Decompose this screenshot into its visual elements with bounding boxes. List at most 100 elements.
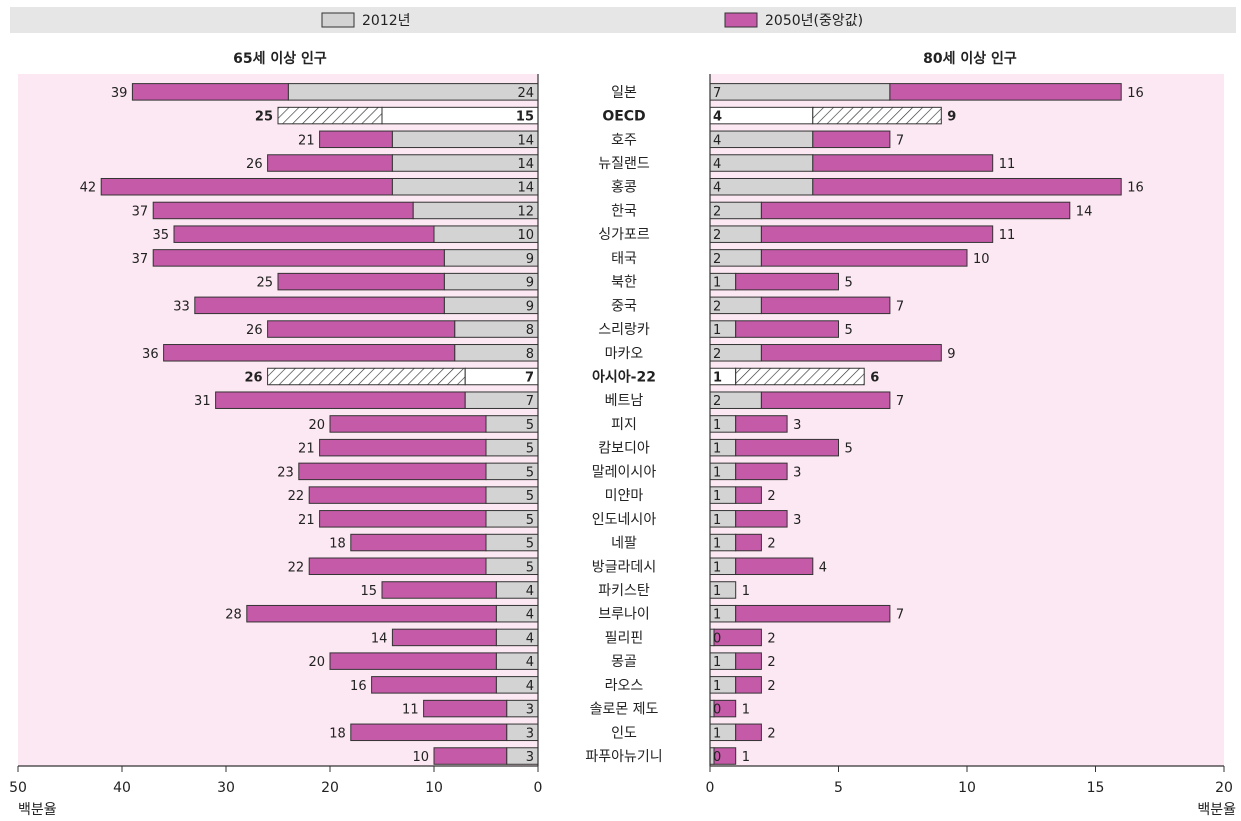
category-label: 말레이시아 — [592, 464, 657, 480]
bar-65-2050 — [319, 130, 393, 149]
left-x-tick-label: 0 — [534, 780, 543, 796]
label-80-2050: 11 — [999, 228, 1016, 243]
label-65-2050: 14 — [371, 631, 388, 646]
legend-label-2012: 2012년 — [362, 13, 411, 29]
label-80-2012: 4 — [713, 181, 721, 196]
label-65-2012: 14 — [517, 157, 534, 172]
label-80-2012: 2 — [713, 394, 721, 409]
bar-65-2050 — [173, 225, 435, 243]
bar-80-2050 — [812, 130, 891, 149]
category-label: 일본 — [611, 85, 637, 101]
label-65-2012: 7 — [526, 394, 534, 409]
label-65-2012: 14 — [517, 181, 534, 196]
bar-65-2050 — [246, 604, 497, 623]
label-80-2050: 7 — [896, 394, 904, 409]
bar-80-2012 — [709, 154, 814, 172]
legend-label-2050: 2050년(중앙값) — [765, 13, 863, 29]
label-80-2012: 4 — [713, 157, 721, 172]
label-65-2012: 5 — [526, 418, 534, 433]
label-65-2050: 16 — [350, 679, 367, 694]
category-label: 미얀마 — [605, 488, 644, 504]
label-80-2050: 6 — [870, 371, 879, 386]
label-80-2050: 7 — [896, 133, 904, 148]
category-label: 베트남 — [605, 393, 644, 409]
label-80-2012: 1 — [713, 608, 721, 623]
bar-80-2050 — [735, 604, 891, 623]
label-80-2012: 1 — [713, 655, 721, 670]
label-65-2012: 5 — [526, 537, 534, 552]
label-80-2050: 11 — [999, 157, 1016, 172]
right-x-tick-label: 10 — [958, 780, 976, 796]
bar-65-2050 — [423, 699, 508, 718]
bar-80-2050 — [735, 272, 840, 291]
label-80-2050: 4 — [819, 560, 827, 575]
label-80-2012: 2 — [713, 228, 721, 243]
bar-80-2012 — [709, 106, 814, 125]
bar-65-2050 — [267, 154, 393, 172]
label-65-2050: 11 — [402, 703, 419, 718]
bar-80-2050 — [760, 391, 891, 409]
label-80-2050: 2 — [767, 726, 775, 741]
bar-65-2050 — [194, 296, 445, 315]
bar-65-2050 — [277, 272, 445, 291]
legend-bar — [10, 7, 1236, 33]
left-x-axis-label: 백분율 — [18, 802, 57, 818]
bar-80-2050 — [713, 699, 737, 718]
bar-80-2050 — [713, 628, 762, 647]
label-80-2012: 1 — [713, 584, 721, 599]
category-label: 몽골 — [611, 654, 637, 670]
label-65-2050: 26 — [245, 371, 263, 386]
label-80-2050: 1 — [742, 584, 750, 599]
label-65-2012: 5 — [526, 465, 534, 480]
bar-65-2050 — [277, 106, 383, 125]
right-panel-title: 80세 이상 인구 — [923, 50, 1017, 67]
right-x-tick-label: 0 — [706, 780, 715, 796]
label-65-2012: 5 — [526, 489, 534, 504]
label-65-2050: 15 — [360, 584, 377, 599]
label-65-2050: 26 — [246, 157, 263, 172]
bar-65-2050 — [391, 628, 497, 647]
category-label: 뉴질랜드 — [598, 156, 650, 172]
label-80-2050: 1 — [742, 703, 750, 718]
label-80-2050: 3 — [793, 513, 801, 528]
label-80-2050: 16 — [1127, 181, 1144, 196]
label-80-2050: 3 — [793, 465, 801, 480]
bar-80-2012 — [709, 177, 814, 196]
category-label: 라오스 — [605, 678, 644, 694]
category-label: 한국 — [611, 203, 637, 219]
label-80-2012: 7 — [713, 86, 721, 101]
label-65-2050: 18 — [329, 537, 346, 552]
label-65-2050: 42 — [80, 181, 97, 196]
label-65-2050: 37 — [132, 204, 149, 219]
label-80-2012: 1 — [713, 537, 721, 552]
left-x-tick-label: 50 — [9, 780, 27, 796]
bar-65-2012 — [287, 83, 539, 101]
bar-65-2050 — [381, 581, 497, 599]
label-80-2050: 9 — [947, 110, 956, 125]
category-label: 솔로몬 제도 — [590, 702, 659, 718]
bar-80-2050 — [713, 747, 737, 765]
label-80-2050: 2 — [767, 489, 775, 504]
label-65-2050: 28 — [225, 608, 242, 623]
label-80-2050: 10 — [973, 252, 990, 267]
label-65-2012: 9 — [526, 276, 534, 291]
left-x-tick-label: 20 — [321, 780, 339, 796]
category-label: 피지 — [611, 417, 637, 433]
bar-65-2050 — [298, 462, 487, 481]
label-65-2050: 22 — [288, 489, 305, 504]
category-label: 인도 — [611, 725, 637, 741]
bar-65-2012 — [391, 130, 539, 149]
label-65-2012: 4 — [526, 655, 534, 670]
bar-80-2050 — [735, 557, 814, 576]
bar-80-2050 — [735, 462, 788, 481]
label-65-2012: 12 — [517, 204, 534, 219]
bar-65-2012 — [381, 106, 539, 125]
label-80-2012: 4 — [713, 110, 722, 125]
label-65-2012: 7 — [525, 371, 534, 386]
label-65-2050: 21 — [298, 513, 315, 528]
label-65-2012: 8 — [526, 347, 534, 362]
bar-80-2050 — [760, 225, 994, 243]
label-80-2050: 3 — [793, 418, 801, 433]
